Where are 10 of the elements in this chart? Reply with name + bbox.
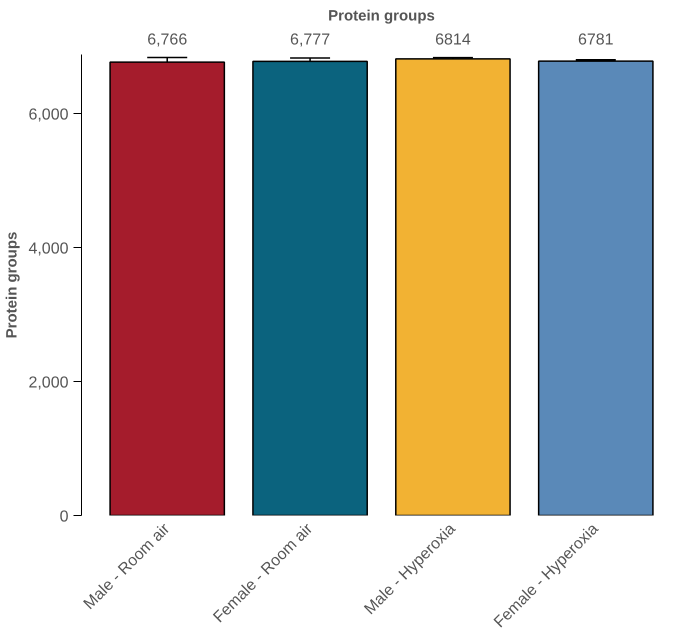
y-tick-label: 4,000 <box>28 240 69 258</box>
chart-title: Protein groups <box>328 8 435 24</box>
data-label: 6781 <box>578 32 614 48</box>
y-tick-label: 6,000 <box>28 106 69 124</box>
y-tick-label: 0 <box>60 508 69 526</box>
data-label: 6814 <box>435 32 471 48</box>
data-label: 6,766 <box>147 32 188 48</box>
data-label: 6,777 <box>290 32 330 48</box>
y-tick-label: 2,000 <box>28 374 69 392</box>
y-axis-title: Protein groups <box>3 232 20 338</box>
